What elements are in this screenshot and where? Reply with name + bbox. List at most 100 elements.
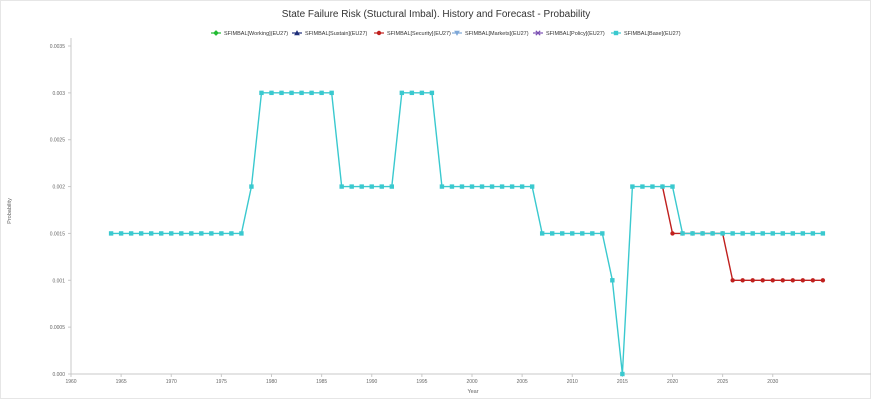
data-point: [118, 231, 124, 236]
x-tick-label: 1990: [366, 379, 377, 385]
x-tick-label: 2020: [667, 379, 678, 385]
legend-label: SFIMBAL[Working](EU27): [224, 31, 288, 37]
data-point: [339, 184, 344, 189]
data-point: [820, 278, 826, 283]
data-point: [499, 184, 505, 189]
data-point: [710, 231, 715, 236]
data-point: [369, 184, 374, 189]
data-point: [570, 231, 575, 236]
data-point: [259, 90, 264, 96]
y-tick-label: 0.003: [52, 91, 65, 97]
data-point: [550, 231, 555, 236]
legend-label: SFIMBAL[Base](EU27): [624, 31, 681, 37]
x-tick-label: 1980: [266, 379, 277, 385]
legend-marker: [454, 30, 460, 36]
data-point: [459, 184, 465, 189]
legend-marker: [213, 30, 219, 36]
x-tick-label: 1960: [65, 379, 76, 385]
data-point: [810, 278, 816, 283]
data-point: [349, 184, 354, 189]
x-tick-label: 2015: [617, 379, 628, 385]
data-point: [780, 278, 785, 283]
data-point: [319, 90, 324, 96]
legend-label: SFIMBAL[Markets](EU27): [465, 31, 529, 37]
data-point: [580, 231, 585, 236]
data-point: [810, 231, 816, 236]
data-point: [439, 184, 445, 189]
data-point: [760, 278, 765, 283]
data-point: [489, 184, 495, 189]
data-point: [740, 278, 745, 283]
data-point: [640, 184, 645, 189]
x-tick-label: 2005: [517, 379, 528, 385]
data-point: [600, 231, 605, 236]
data-point: [590, 231, 595, 236]
data-point: [770, 278, 775, 283]
legend-marker: [294, 30, 300, 36]
x-tick-label: 1975: [216, 379, 227, 385]
data-point: [750, 278, 755, 283]
data-point: [179, 231, 184, 236]
data-point: [419, 90, 425, 96]
data-point: [670, 184, 675, 189]
legend-item[interactable]: SFIMBAL[Security](EU27): [374, 30, 451, 37]
y-axis-title: Probability: [7, 198, 13, 224]
legend-item[interactable]: SFIMBAL[Working](EU27): [211, 30, 288, 37]
data-point: [630, 184, 635, 189]
series-group: [108, 90, 826, 377]
data-point: [800, 231, 806, 236]
legend-item[interactable]: SFIMBAL[Sustain](EU27): [292, 30, 368, 37]
data-point: [289, 90, 294, 96]
data-point: [790, 231, 795, 236]
legend-label: SFIMBAL[Security](EU27): [387, 31, 451, 37]
data-point: [138, 231, 144, 236]
data-point: [479, 184, 485, 189]
data-point: [209, 231, 214, 236]
data-point: [820, 231, 826, 236]
data-point: [730, 278, 735, 283]
data-point: [760, 231, 765, 236]
data-point: [449, 184, 455, 189]
x-tick-label: 2025: [717, 379, 728, 385]
data-point: [780, 231, 785, 236]
data-point: [159, 231, 164, 236]
legend-item[interactable]: SFIMBAL[Markets](EU27): [452, 30, 529, 37]
legend-marker: [535, 30, 541, 36]
data-point: [229, 231, 234, 236]
x-tick-label: 1965: [116, 379, 127, 385]
y-tick-label: 0.001: [52, 278, 65, 284]
data-point: [279, 90, 284, 96]
legend-item[interactable]: SFIMBAL[Policy](EU27): [533, 30, 605, 37]
x-tick-label: 2000: [466, 379, 477, 385]
data-point: [169, 231, 174, 236]
x-axis-title: Year: [467, 389, 478, 395]
data-point: [509, 184, 515, 189]
chart-title: State Failure Risk (Stuctural Imbal). Hi…: [282, 9, 590, 20]
legend-label: SFIMBAL[Policy](EU27): [546, 31, 605, 37]
data-point: [409, 90, 415, 96]
data-point: [189, 231, 194, 236]
data-point: [720, 231, 725, 236]
y-tick-label: 0.0025: [50, 138, 66, 144]
data-point: [660, 184, 665, 189]
y-tick-label: 0.0005: [50, 325, 66, 331]
y-tick-label: 0.0035: [50, 44, 66, 50]
data-point: [730, 231, 735, 236]
data-point: [770, 231, 775, 236]
data-point: [740, 231, 745, 236]
chart-legend[interactable]: SFIMBAL[Working](EU27) SFIMBAL[Sustain](E…: [211, 30, 681, 37]
data-point: [529, 184, 535, 189]
x-tick-label: 2030: [767, 379, 778, 385]
data-point: [389, 184, 394, 189]
data-point: [249, 184, 254, 189]
legend-item[interactable]: SFIMBAL[Base](EU27): [611, 30, 681, 37]
data-point: [199, 231, 204, 236]
data-point: [680, 231, 685, 236]
data-point: [309, 90, 314, 96]
data-point: [700, 231, 705, 236]
data-point: [149, 231, 154, 236]
legend-label: SFIMBAL[Sustain](EU27): [305, 31, 368, 37]
data-point: [690, 231, 695, 236]
y-tick-label: 0.002: [52, 185, 65, 191]
